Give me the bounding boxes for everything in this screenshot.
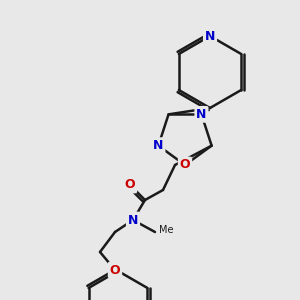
- Text: O: O: [180, 158, 190, 172]
- Text: N: N: [196, 108, 207, 121]
- Text: N: N: [153, 139, 164, 152]
- Text: O: O: [110, 263, 120, 277]
- Text: Me: Me: [159, 225, 173, 235]
- Text: O: O: [125, 178, 135, 191]
- Text: N: N: [205, 29, 215, 43]
- Text: N: N: [128, 214, 138, 226]
